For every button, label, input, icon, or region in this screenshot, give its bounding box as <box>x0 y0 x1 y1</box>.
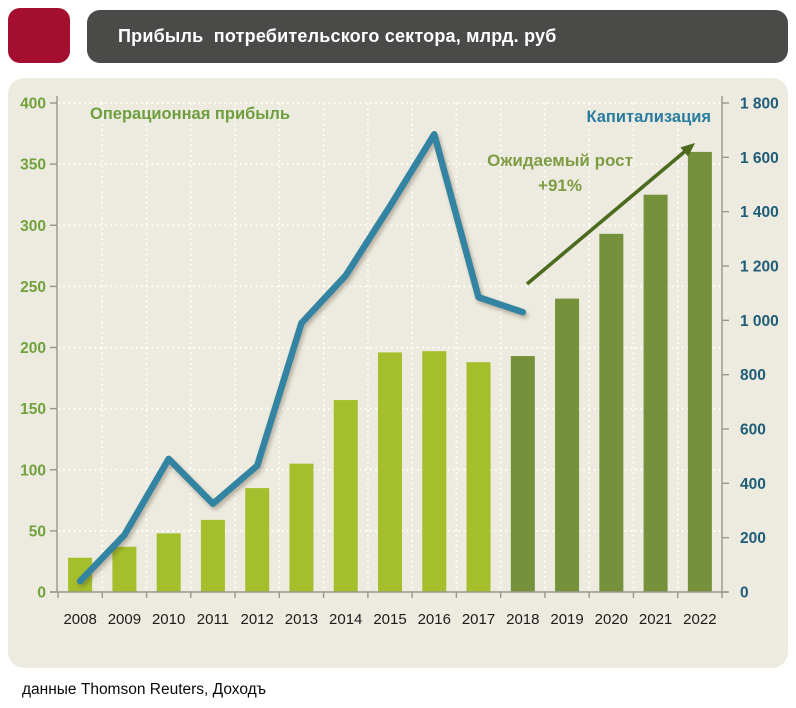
logo-mark <box>8 8 70 63</box>
x-axis-year-label: 2020 <box>595 611 628 628</box>
legend-operating-profit: Операционная прибыль <box>90 105 290 123</box>
chart-canvas: 0 50 100 150 200 250 300 350 400 0 200 400 600 800 1 0… <box>20 96 779 629</box>
header: Прибыль потребительского сектора, млрд. … <box>0 0 796 63</box>
bar-2021 <box>643 194 668 592</box>
left-axis-tick-label: 150 <box>20 401 46 418</box>
source-note: данные Thomson Reuters, Доходъ <box>22 681 267 698</box>
right-axis-tick-label: 800 <box>740 367 766 384</box>
x-axis-year-label: 2012 <box>241 611 274 628</box>
right-axis-tick-label: 400 <box>740 476 766 493</box>
bar-2017 <box>466 362 491 592</box>
chart-title-bar: Прибыль потребительского сектора, млрд. … <box>87 10 788 63</box>
x-axis-year-label: 2013 <box>285 611 318 628</box>
x-axis-year-label: 2022 <box>683 611 716 628</box>
bar-2014 <box>333 400 358 592</box>
right-axis-tick-label: 1 600 <box>740 150 779 167</box>
bar-2016 <box>422 351 447 592</box>
right-axis-tick-label: 0 <box>740 585 749 602</box>
x-axis-year-label: 2014 <box>329 611 362 628</box>
x-axis-year-label: 2016 <box>418 611 451 628</box>
x-axis-year-label: 2011 <box>197 611 229 628</box>
left-axis-tick-label: 250 <box>20 279 46 296</box>
annotation-growth-text: Ожидаемый рост <box>487 151 633 170</box>
left-axis-tick-label: 400 <box>20 96 46 113</box>
left-axis-tick-label: 350 <box>20 157 46 174</box>
bar-2011 <box>200 519 225 592</box>
x-axis-year-label: 2017 <box>462 611 495 628</box>
x-axis-year-label: 2009 <box>108 611 141 628</box>
bar-2010 <box>156 533 181 592</box>
x-axis-year-label: 2018 <box>506 611 539 628</box>
bar-2022 <box>687 151 712 592</box>
left-axis-tick-label: 0 <box>37 585 46 602</box>
legend-capitalization: Капитализация <box>586 108 711 126</box>
capitalization-line <box>76 130 527 585</box>
bar-2012 <box>245 488 270 592</box>
growth-arrow-head <box>680 143 695 157</box>
right-axis-tick-label: 600 <box>740 422 766 439</box>
x-axis-year-label: 2010 <box>152 611 185 628</box>
right-axis-tick-label: 1 200 <box>740 259 779 276</box>
right-axis-tick-label: 1 400 <box>740 204 779 221</box>
bar-2019 <box>555 298 580 592</box>
left-axis-tick-label: 200 <box>20 340 46 357</box>
bar-2009 <box>112 546 137 592</box>
right-axis-tick-label: 1 000 <box>740 313 779 330</box>
right-axis-tick-label: 200 <box>740 530 766 547</box>
left-axis-tick-label: 100 <box>20 462 46 479</box>
left-axis-tick-label: 300 <box>20 218 46 235</box>
right-axis-tick-label: 1 800 <box>740 96 779 113</box>
left-axis-tick-label: 50 <box>29 523 46 540</box>
x-axis-year-label: 2021 <box>639 611 672 628</box>
chart-panel: 0 50 100 150 200 250 300 350 400 0 200 400 600 800 1 0… <box>8 78 788 668</box>
annotation-growth-percent: +91% <box>538 176 582 195</box>
bar-2020 <box>599 233 624 592</box>
x-axis-year-label: 2015 <box>373 611 406 628</box>
bar-2013 <box>289 463 314 592</box>
page-title: Прибыль потребительского сектора, млрд. … <box>118 26 557 46</box>
growth-arrow-shaft <box>525 148 689 286</box>
bar-2015 <box>378 352 402 592</box>
bar-2018 <box>510 356 535 592</box>
x-axis-year-label: 2008 <box>63 611 96 628</box>
x-axis-year-label: 2019 <box>550 611 583 628</box>
